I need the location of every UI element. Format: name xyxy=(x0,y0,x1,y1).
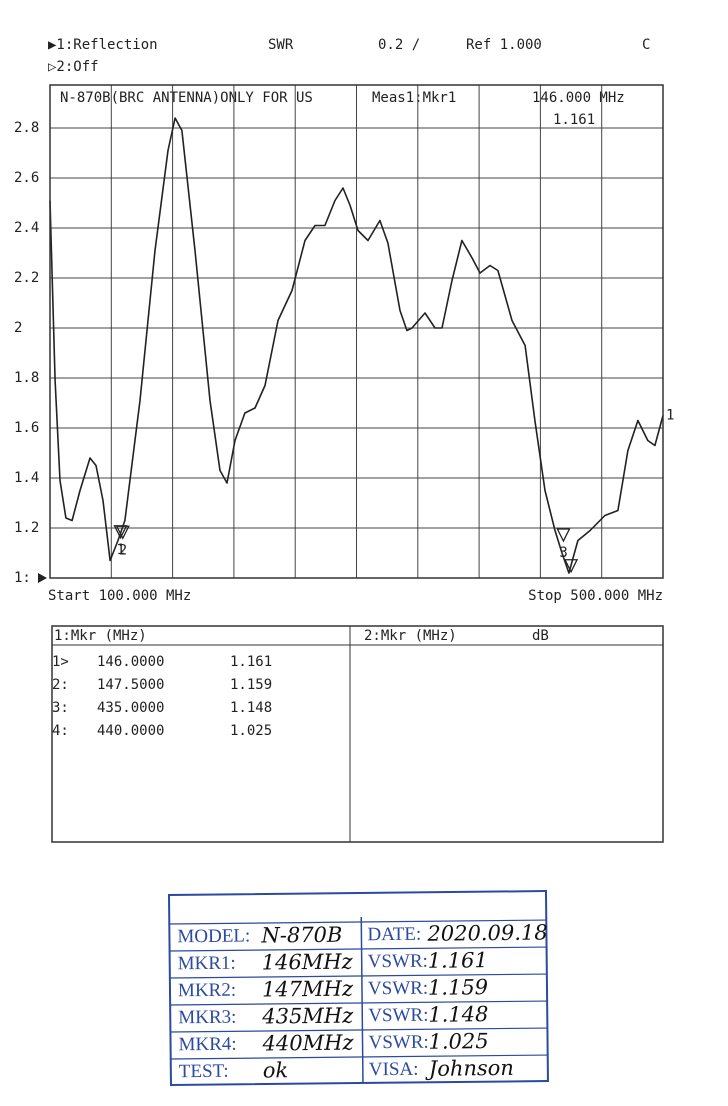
stamp-frame xyxy=(167,890,549,1086)
stamp-rule xyxy=(169,919,547,925)
y-tick-label: 1.6 xyxy=(14,420,39,436)
trace-label: 1 xyxy=(666,408,674,424)
table-cell: 2: xyxy=(52,677,69,693)
marker xyxy=(115,525,130,540)
marker-label: 1 xyxy=(116,542,124,558)
ref-label: Ref 1.000 xyxy=(466,37,542,53)
stamp-label: MODEL: xyxy=(177,926,250,948)
marker-label: 2 xyxy=(119,542,127,558)
table-cell: 146.0000 xyxy=(97,654,164,670)
stamp-value: 147MHz xyxy=(262,977,354,1002)
flag-label: C xyxy=(642,37,650,53)
stamp-label: TEST: xyxy=(179,1061,229,1083)
stamp-rule xyxy=(170,1054,548,1060)
y-tick-label: 2.6 xyxy=(14,170,39,186)
y-tick-label: 2.4 xyxy=(14,220,39,236)
table-header: 1:Mkr (MHz) xyxy=(54,628,147,644)
stamp-rule xyxy=(169,946,547,952)
stamp-rule xyxy=(170,1027,548,1033)
table-cell: 3: xyxy=(52,700,69,716)
stamp-label: VSWR: xyxy=(368,1032,428,1054)
stamp-rule xyxy=(169,973,547,979)
y-tick-label: 2 xyxy=(14,320,22,336)
stamp-value: N-870B xyxy=(260,923,342,948)
table-cell: 1.161 xyxy=(230,654,272,670)
table-cell: 1> xyxy=(52,654,69,670)
marker xyxy=(563,559,579,574)
stamp-value: 435MHz xyxy=(261,1004,354,1029)
stamp-value: 2020.09.18 xyxy=(426,921,547,946)
chart-title: N-870B(BRC ANTENNA)ONLY FOR US xyxy=(60,90,313,106)
stamp-label: VISA: xyxy=(369,1059,419,1081)
readout-label: Meas1:Mkr1 xyxy=(372,90,456,106)
stamp-label: DATE: xyxy=(367,924,421,946)
readout-freq: 146.000 MHz xyxy=(532,90,625,106)
stop-label: Stop 500.000 MHz xyxy=(528,588,663,604)
stamp-value: 1.159 xyxy=(428,975,488,1000)
stamp-value: 1.161 xyxy=(428,948,488,973)
stamp-label: VSWR: xyxy=(368,978,428,1000)
marker-label: 3 xyxy=(559,545,567,561)
stamp-label: VSWR: xyxy=(368,951,428,973)
stamp-value: ok xyxy=(263,1058,289,1082)
stamp-label: MKR1: xyxy=(178,953,236,975)
ref-pointer xyxy=(38,573,47,583)
marker-table: 1:Mkr (MHz) 2:Mkr (MHz) dB 1> 146.0000 1.1… xyxy=(51,625,664,843)
stamp-value: 1.025 xyxy=(428,1029,488,1054)
y-tick-label: 2.8 xyxy=(14,120,39,136)
stamp-divider xyxy=(360,916,364,1083)
stamp: MODEL: N-870B DATE: 2020.09.18 MKR1: 146MHz VS… xyxy=(167,890,549,1086)
table-header: 2:Mkr (MHz) xyxy=(364,628,457,644)
table-cell: 1.159 xyxy=(230,677,272,693)
stamp-value: 146MHz xyxy=(262,950,354,975)
y-tick-label: 1.8 xyxy=(14,370,39,386)
table-cell: 435.0000 xyxy=(97,700,164,716)
format-label: SWR xyxy=(268,37,294,53)
stamp-value: 1.148 xyxy=(428,1002,488,1027)
y-tick-label: 1: xyxy=(14,570,31,586)
stamp-value: Johnson xyxy=(425,1056,514,1081)
stamp-label: MKR2: xyxy=(178,980,236,1002)
scale-label: 0.2 / xyxy=(378,37,420,53)
trace xyxy=(49,117,664,574)
stamp-value: 440MHz xyxy=(261,1031,354,1056)
marker xyxy=(556,528,571,543)
stamp-label: MKR3: xyxy=(178,1007,236,1029)
plot-frame xyxy=(49,84,664,579)
table-cell: 4: xyxy=(52,723,69,739)
stamp-label: VSWR: xyxy=(368,1005,428,1027)
trace2-label: ▷2:Off xyxy=(48,59,99,75)
y-tick-label: 1.4 xyxy=(14,470,39,486)
table-cell: 147.5000 xyxy=(97,677,164,693)
y-tick-label: 2.2 xyxy=(14,270,39,286)
trace1-label: ▶1:Reflection xyxy=(48,37,158,53)
table-frame xyxy=(51,625,664,843)
stamp-rule xyxy=(170,1000,548,1006)
table-header: dB xyxy=(532,628,549,644)
start-label: Start 100.000 MHz xyxy=(48,588,191,604)
plot: 1:1.21.41.61.822.22.42.62.812 31 xyxy=(14,85,674,586)
readout-value: 1.161 xyxy=(553,112,595,128)
table-cell: 1.025 xyxy=(230,723,272,739)
y-tick-label: 1.2 xyxy=(14,520,39,536)
stamp-label: MKR4: xyxy=(178,1034,236,1056)
table-cell: 440.0000 xyxy=(97,723,164,739)
table-cell: 1.148 xyxy=(230,700,272,716)
